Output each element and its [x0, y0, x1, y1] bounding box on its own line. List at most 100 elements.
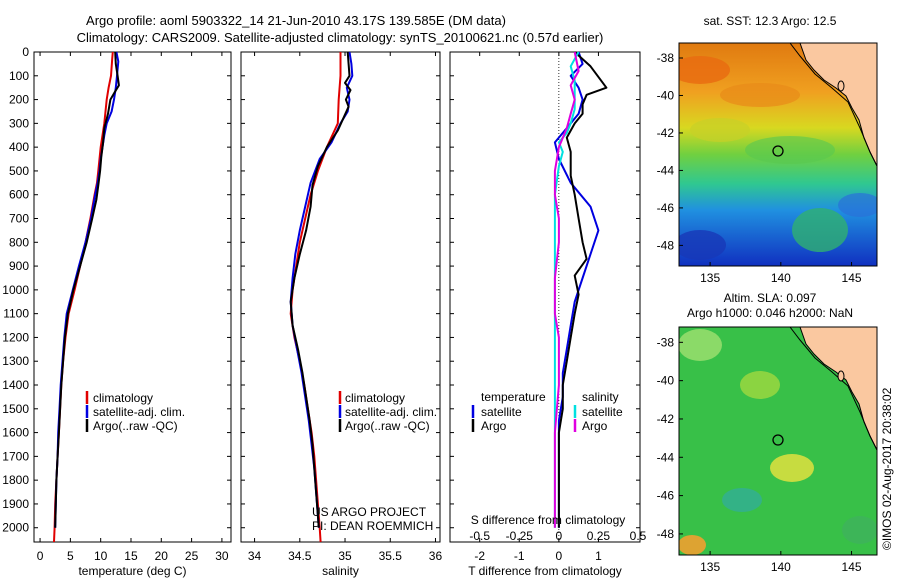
legend-label-t-satellite: satellite [481, 405, 522, 419]
x-tick-label: 20 [155, 549, 169, 563]
map-lon-tick-label: 145 [842, 560, 862, 574]
depth-tick-label: 1900 [2, 497, 29, 511]
depth-tick-label: 500 [9, 164, 29, 178]
depth-tick-label: 1600 [2, 426, 29, 440]
map-lat-tick-label: -44 [657, 163, 675, 177]
sst-cold-patch [838, 193, 877, 217]
x-tick-label: 34.5 [288, 549, 312, 563]
map-lon-tick-label: 135 [700, 560, 720, 574]
series-line-climatology [289, 52, 342, 543]
sst-argo-position-marker [772, 145, 784, 157]
sla-map-title-line-2: Argo h1000: 0.046 h2000: NaN [687, 306, 853, 320]
sst-land-australia [799, 43, 877, 167]
plot-frame [33, 51, 232, 543]
x-axis-label: salinity [322, 564, 359, 578]
x-tick-label: 35 [338, 549, 352, 563]
sla-low-patch [722, 488, 762, 512]
s-tick-label: 0 [556, 529, 563, 543]
depth-tick-label: 1700 [2, 449, 29, 463]
sla-map-frame [678, 326, 878, 556]
s-tick-label: 0.25 [587, 529, 611, 543]
s-tick-label: -0.25 [506, 529, 534, 543]
salinity-legend: climatology satellite-adj. clim. Argo(..… [338, 391, 437, 433]
sla-land-australia [799, 327, 877, 451]
x-tick-label: 5 [67, 549, 74, 563]
x-tick-label: 0 [37, 549, 44, 563]
map-lat-tick-label: -48 [657, 527, 675, 541]
x-tick-label: -2 [474, 549, 485, 563]
sst-mid-patch [690, 118, 750, 142]
depth-tick-label: 1100 [3, 307, 29, 321]
depth-tick-label: 600 [9, 188, 29, 202]
sla-high-patch [679, 535, 706, 555]
s-tick-label: 0.5 [630, 529, 647, 543]
legend-label-t-argo: Argo [481, 419, 507, 433]
map-lat-tick-label: -38 [657, 51, 675, 65]
x-tick-label: 36 [429, 549, 443, 563]
series-line-s-argo [553, 51, 580, 528]
x-tick-label: 35.5 [379, 549, 403, 563]
x-tick-label: -1 [514, 549, 525, 563]
depth-tick-label: 700 [9, 212, 29, 226]
depth-tick-label: 100 [9, 69, 29, 83]
x-tick-label: 10 [94, 549, 108, 563]
legend-label-s-argo: Argo [582, 419, 608, 433]
salinity-panel: 34 34.5 35 35.5 36 salinity [240, 51, 443, 578]
sst-warm-patch [720, 83, 800, 107]
series-line-satellite-adj-clim [289, 51, 354, 528]
x-tick-label: 0 [556, 549, 563, 563]
sst-texture [679, 43, 877, 260]
depth-tick-label: 900 [9, 259, 29, 273]
legend-label-s-satellite: satellite [582, 405, 623, 419]
depth-tick-label: 1800 [2, 473, 29, 487]
sla-high-patch [679, 329, 722, 361]
difference-legend: temperature satellite Argo salinity sate… [471, 390, 623, 433]
depth-tick-label: 300 [9, 116, 29, 130]
map-lat-tick-label: -42 [657, 412, 675, 426]
sst-map-frame [678, 42, 878, 267]
legend-label-argo: Argo(..raw -QC) [345, 419, 430, 433]
map-lon-tick-label: 145 [842, 271, 862, 285]
project-label: US ARGO PROJECT [312, 505, 427, 519]
imos-watermark: ©IMOS 02-Aug-2017 20:38:02 [880, 387, 894, 550]
figure-title-line-1: Argo profile: aoml 5903322_14 21-Jun-201… [86, 13, 506, 28]
depth-tick-label: 1400 [2, 378, 29, 392]
pi-label: PI: DEAN ROEMMICH [312, 519, 433, 533]
plot-frame [449, 51, 641, 543]
sst-map-axes: 135 140 145 -38 -40 -42 -44 -46 -48 [657, 51, 862, 285]
map-lat-tick-label: -46 [657, 201, 675, 215]
map-lat-tick-label: -38 [657, 335, 675, 349]
legend-label-climatology: climatology [345, 391, 405, 405]
sst-map [678, 42, 878, 267]
map-lon-tick-label: 140 [771, 560, 791, 574]
s-tick-label: -0.5 [469, 529, 490, 543]
series-line-argo-raw-qc [289, 51, 352, 528]
x-axis-label: T difference from climatology [468, 564, 622, 578]
legend-label-climatology: climatology [93, 391, 153, 405]
x-axis-label: temperature (deg C) [78, 564, 186, 578]
depth-tick-label: 400 [9, 140, 29, 154]
sst-warm-patch [679, 56, 730, 84]
map-lat-tick-label: -42 [657, 126, 675, 140]
depth-tick-label: 200 [9, 93, 29, 107]
sst-map-title: sat. SST: 12.3 Argo: 12.5 [704, 14, 837, 28]
series-line-t-satellite [553, 51, 600, 528]
sla-argo-position-marker [772, 434, 784, 446]
s-difference-axis-label: S difference from climatology [471, 513, 626, 527]
depth-tick-label: 1000 [2, 283, 29, 297]
map-lon-tick-label: 140 [771, 271, 791, 285]
x-tick-label: 25 [185, 549, 199, 563]
x-tick-label: 34 [248, 549, 262, 563]
sst-island [837, 80, 845, 92]
legend-label-argo: Argo(..raw -QC) [93, 419, 178, 433]
sst-mid-patch [745, 136, 835, 164]
sla-texture [679, 327, 877, 555]
depth-tick-label: 0 [22, 45, 29, 59]
map-lon-tick-label: 135 [700, 271, 720, 285]
sla-high-patch [740, 371, 780, 399]
series-line-argo-raw-qc [54, 51, 120, 528]
series-line-t-argo [557, 51, 608, 528]
sla-map-title-line-1: Altim. SLA: 0.097 [724, 291, 817, 305]
